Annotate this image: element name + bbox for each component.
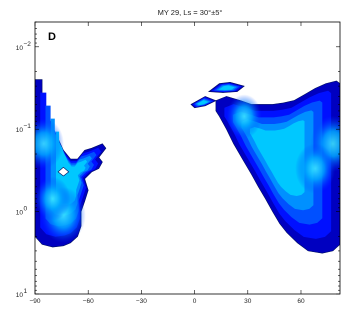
y-tick-exponent: 1	[24, 288, 28, 295]
contour-core	[35, 118, 64, 169]
x-tick-label: −30	[136, 298, 147, 305]
x-axis: −90 −60 −30 0 30 60	[29, 22, 305, 305]
contour-level-5	[249, 120, 305, 196]
y-tick-label: 10	[16, 292, 24, 299]
x-tick-label: −60	[83, 298, 94, 305]
contour-level-5	[219, 85, 235, 90]
contour-level-5	[197, 100, 209, 106]
y-tick-label: 10	[16, 45, 24, 52]
x-tick-label: 0	[193, 298, 197, 305]
x-tick-label: 30	[244, 298, 252, 305]
plot-area	[35, 79, 340, 254]
contour-region-southern	[35, 79, 107, 248]
y-tick-label: 10	[16, 210, 24, 217]
x-tick-label: 60	[297, 298, 305, 305]
y-tick-exponent: 0	[24, 206, 28, 213]
panel-label: D	[48, 31, 56, 43]
x-tick-label: −90	[29, 298, 40, 305]
axes-frame	[34, 21, 341, 295]
contour-core	[35, 176, 71, 221]
chart-title: MY 29, Ls = 30°±5°	[158, 8, 223, 17]
y-tick-exponent: −1	[24, 123, 32, 130]
contour-region-north-top-left	[190, 96, 217, 109]
contour-region-northern	[215, 80, 340, 254]
contour-region-north-blob	[207, 81, 245, 93]
contour-core	[226, 94, 262, 139]
contour-core	[295, 143, 336, 194]
contour-hole	[57, 166, 70, 177]
y-tick-label: 10	[16, 127, 24, 134]
y-tick-exponent: −2	[24, 41, 32, 48]
